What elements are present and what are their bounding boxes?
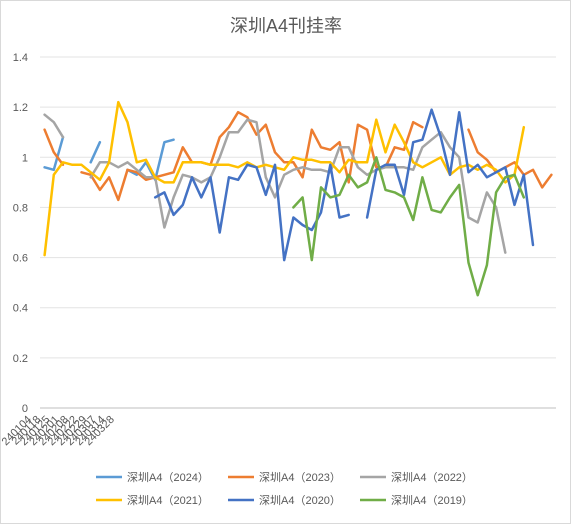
series-line — [292, 156, 526, 297]
series-line — [365, 108, 535, 247]
series-line — [467, 128, 553, 189]
legend-item: 深圳A4（2023） — [228, 471, 341, 484]
series-line — [153, 163, 350, 262]
legend-label: 深圳A4（2020） — [259, 494, 341, 507]
series-line — [43, 135, 65, 172]
series-line — [43, 100, 526, 257]
axes: 00.20.40.60.811.21.424010424011824012524… — [0, 52, 117, 448]
series-group — [43, 110, 553, 202]
y-tick-label: 1 — [22, 152, 28, 164]
legend-label: 深圳A4（2019） — [391, 494, 473, 507]
series-group — [43, 113, 507, 254]
y-tick-label: 0.6 — [13, 253, 28, 265]
legend-label: 深圳A4（2024） — [127, 471, 209, 484]
chart-title: 深圳A4刊挂率 — [230, 16, 342, 36]
legend: 深圳A4（2024） 深圳A4（2023） 深圳A4（2022） 深圳A4（2021）… — [96, 471, 473, 507]
y-tick-label: 0.8 — [13, 202, 28, 214]
series-group — [43, 100, 526, 257]
legend-label: 深圳A4（2021） — [127, 494, 209, 507]
y-tick-label: 1.2 — [13, 102, 28, 114]
legend-item: 深圳A4（2022） — [360, 471, 473, 484]
legend-label: 深圳A4（2022） — [391, 471, 473, 484]
series-lines — [43, 100, 553, 297]
legend-item: 深圳A4（2019） — [360, 494, 473, 507]
legend-item: 深圳A4（2020） — [228, 494, 341, 507]
legend-item: 深圳A4（2024） — [96, 471, 209, 484]
series-line — [80, 110, 424, 202]
series-line — [43, 113, 65, 139]
legend-label: 深圳A4（2023） — [259, 471, 341, 484]
y-tick-label: 0.2 — [13, 353, 28, 365]
y-tick-label: 0 — [22, 403, 28, 415]
y-tick-label: 0.4 — [13, 303, 28, 315]
legend-item: 深圳A4（2021） — [96, 494, 209, 507]
y-tick-label: 1.4 — [13, 52, 28, 64]
series-line — [43, 128, 65, 167]
series-group — [292, 156, 526, 297]
series-line — [89, 140, 102, 164]
series-line — [89, 118, 507, 254]
